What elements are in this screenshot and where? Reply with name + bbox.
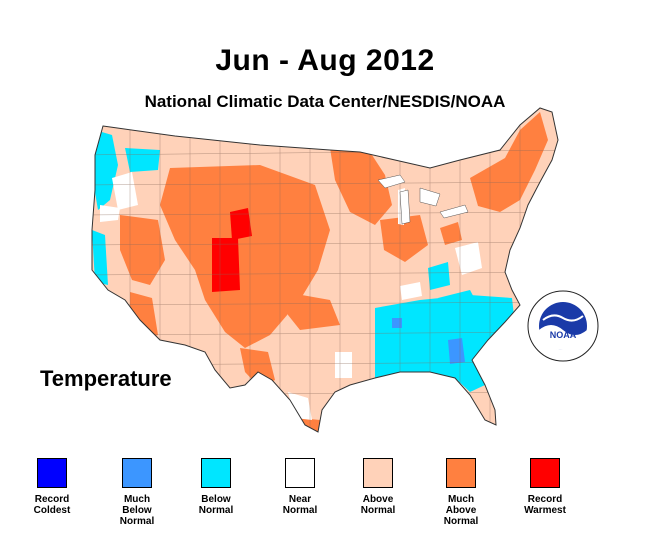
legend-swatch [201, 458, 231, 488]
legend-item: Above Normal [338, 458, 418, 516]
legend-label: Below Normal [198, 494, 234, 516]
legend-label: Much Below Normal [119, 494, 155, 527]
noaa-logo: NOAA [527, 290, 599, 362]
legend: Record Coldest Much Below Normal Below Normal N… [0, 458, 650, 534]
legend-item: Record Warmest [505, 458, 585, 516]
page-title: Jun - Aug 2012 [215, 44, 435, 77]
map-variable-label: Temperature [40, 366, 172, 391]
great-lakes [377, 174, 469, 225]
legend-swatch [446, 458, 476, 488]
legend-label: Record Coldest [33, 494, 71, 516]
legend-label: Near Normal [282, 494, 318, 516]
legend-swatch [363, 458, 393, 488]
legend-item: Near Normal [260, 458, 340, 516]
legend-swatch [285, 458, 315, 488]
legend-swatch [530, 458, 560, 488]
legend-swatch [122, 458, 152, 488]
legend-label: Much Above Normal [443, 494, 479, 527]
logo-text: NOAA [550, 330, 577, 340]
legend-item: Record Coldest [12, 458, 92, 516]
legend-label: Record Warmest [524, 494, 566, 516]
legend-item: Much Below Normal [97, 458, 177, 527]
legend-item: Below Normal [176, 458, 256, 516]
legend-item: Much Above Normal [421, 458, 501, 527]
page-subtitle: National Climatic Data Center/NESDIS/NOA… [144, 92, 506, 111]
legend-swatch [37, 458, 67, 488]
legend-label: Above Normal [360, 494, 396, 516]
us-outline [91, 107, 559, 433]
